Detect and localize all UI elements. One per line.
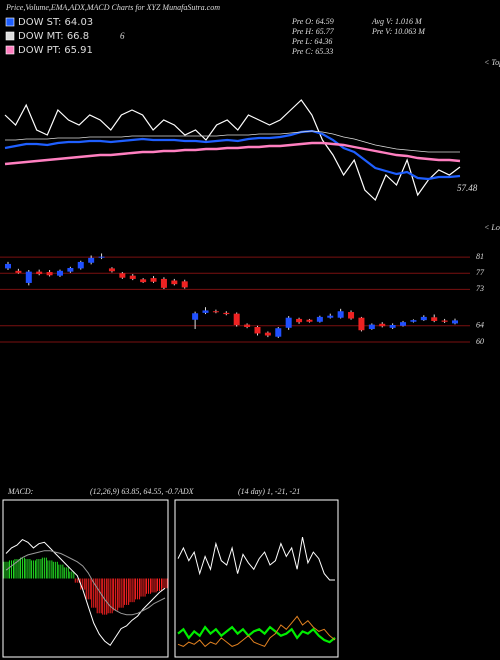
stat: Pre L: 64.36 (291, 37, 332, 46)
candle-body (25, 271, 32, 283)
candle-body (88, 257, 95, 263)
candle-body (77, 261, 84, 269)
candle-body (400, 322, 407, 326)
candle-body (171, 280, 178, 285)
candle-body (358, 317, 365, 331)
candle-body (98, 256, 105, 258)
adx-frame (174, 499, 339, 658)
candle-body (119, 273, 126, 278)
stat: Pre V: 10.063 M (371, 27, 426, 36)
stat: Pre H: 65.77 (291, 27, 335, 36)
candle-body (181, 281, 188, 288)
legend-entry: DOW ST: 64.03 (18, 17, 93, 28)
candle-body (46, 272, 53, 276)
candle-body (379, 323, 386, 327)
candle-body (389, 324, 396, 328)
legend-entry: DOW PT: 65.91 (18, 45, 93, 56)
candle-body (285, 317, 292, 328)
candle-body (67, 267, 74, 272)
macd-frame (2, 499, 169, 658)
candle-body (108, 268, 115, 272)
candle-body (36, 271, 43, 275)
line-series (5, 538, 166, 647)
adx-title: ADX (177, 487, 195, 496)
adx-subtitle: (14 day) 1, -21, -21 (238, 487, 300, 496)
candle-body (410, 320, 417, 322)
line-series (4, 141, 461, 166)
candle-body (192, 313, 199, 320)
line-series (177, 625, 336, 644)
macd-subtitle: (12,26,9) 63.85, 64.55, -0.7 (90, 487, 179, 496)
line-series (4, 129, 461, 181)
candle-body (306, 319, 313, 322)
page-title: Price,Volume,EMA,ADX,MACD Charts for XYZ… (5, 3, 220, 12)
y-tick-label: 73 (476, 284, 484, 293)
low-value: 57.48 (457, 183, 478, 193)
candle-body (233, 313, 240, 325)
candle-body (223, 312, 230, 315)
candle-body (254, 327, 261, 334)
line-series (5, 550, 166, 616)
candle-body (296, 318, 303, 323)
line-series (5, 130, 460, 153)
candle-body (452, 320, 458, 324)
y-tick-label: 64 (476, 321, 484, 330)
candle-body (140, 279, 147, 283)
candle-body (56, 270, 63, 276)
candle-body (264, 332, 271, 336)
line-series (4, 99, 461, 202)
candle-body (275, 328, 282, 337)
candle-body (244, 324, 251, 328)
legend-swatch (5, 17, 15, 27)
tops-label: < Tops (484, 58, 500, 67)
candle-body (348, 312, 355, 319)
stat: Avg V: 1.016 M (371, 17, 423, 26)
legend-swatch (5, 31, 15, 41)
y-tick-label: 60 (476, 337, 484, 346)
y-tick-label: 77 (476, 268, 485, 277)
candle-body (5, 263, 11, 269)
candle-body (129, 275, 136, 279)
candle-body (420, 316, 427, 321)
candle-body (327, 315, 334, 318)
candle-body (15, 270, 22, 273)
macd-title: MACD: (7, 487, 34, 496)
line-series (177, 536, 335, 581)
legend-entry: DOW MT: 66.8 (18, 31, 89, 42)
lows-label: < Lows (484, 223, 500, 232)
stat: Pre O: 64.59 (291, 17, 334, 26)
candle-body (441, 320, 448, 322)
candle-body (160, 278, 167, 288)
candle-body (431, 317, 438, 321)
annotation: 6 (120, 31, 125, 41)
candle-body (316, 316, 323, 322)
candle-body (212, 311, 219, 313)
line-series (177, 615, 336, 648)
y-tick-label: 81 (476, 252, 484, 261)
legend-swatch (5, 45, 15, 55)
candle-body (337, 311, 344, 318)
candle-body (202, 310, 209, 313)
candle-body (150, 278, 157, 282)
stat: Pre C: 65.33 (291, 47, 333, 56)
candle-body (368, 324, 375, 330)
